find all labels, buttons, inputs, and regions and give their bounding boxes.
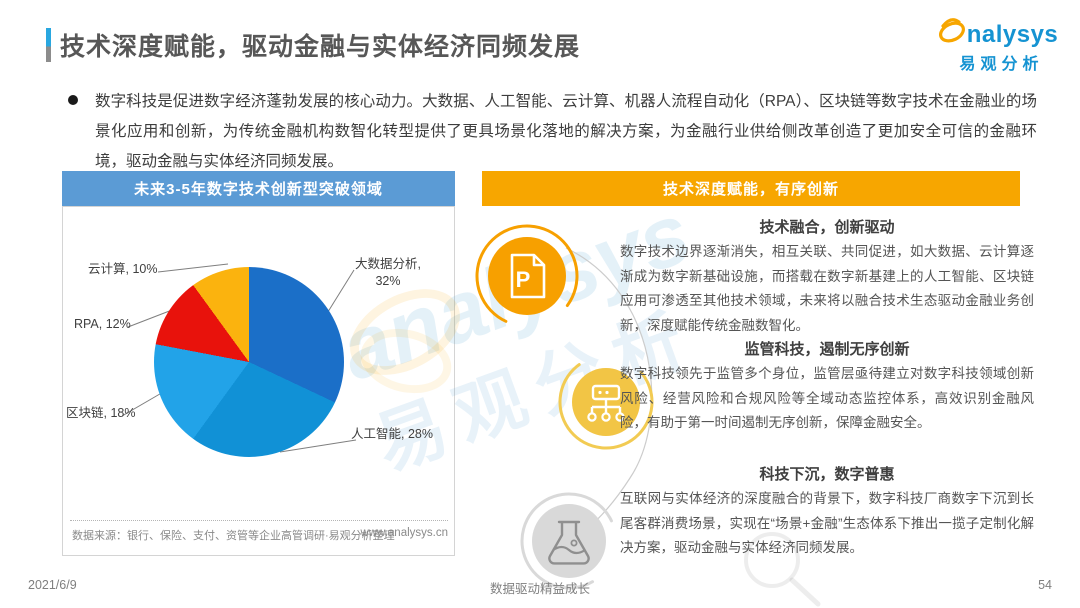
page-title: 技术深度赋能，驱动金融与实体经济同频发展 bbox=[60, 33, 581, 61]
pie-label: 人工智能, 28% bbox=[351, 427, 433, 441]
title-accent-bar bbox=[46, 28, 51, 62]
logo-brand-cn: 易观分析 bbox=[959, 56, 1044, 73]
left-section-banner: 未来3-5年数字技术创新型突破领域 bbox=[62, 171, 455, 206]
pie-label: 大数据分析, 32% bbox=[355, 257, 421, 288]
section-body: 数字科技领先于监管多个身位，监管层亟待建立对数字科技领域创新风险、经营风险和合规… bbox=[620, 366, 1034, 430]
pie-label: 云计算, 10% bbox=[88, 262, 158, 276]
pie-label: RPA, 12% bbox=[74, 317, 131, 331]
data-source-note: 数据来源：银行、保险、支付、资管等企业高管调研·易观分析整理 bbox=[72, 530, 395, 542]
section-heading: 科技下沉，数字普惠 bbox=[759, 466, 895, 483]
document-p-icon: P bbox=[470, 219, 584, 338]
svg-text:P: P bbox=[516, 267, 531, 292]
analysys-a-swirl-icon bbox=[937, 16, 967, 49]
footer-slogan: 数据驱动精益成长 bbox=[489, 582, 590, 596]
logo-brand-text: nalysys bbox=[966, 21, 1059, 48]
footer-date: 2021/6/9 bbox=[28, 578, 77, 592]
bullet-icon bbox=[68, 95, 78, 105]
source-divider bbox=[70, 520, 448, 521]
chart-panel bbox=[62, 206, 455, 556]
analysys-logo: nalysys 易观分析 bbox=[930, 16, 1065, 74]
pie-label: 区块链, 18% bbox=[66, 406, 136, 420]
section-body: 互联网与实体经济的深度融合的背景下，数字科技厂商数字下沉到长尾客群消费场景，实现… bbox=[620, 491, 1034, 555]
section-heading: 技术融合，创新驱动 bbox=[759, 219, 895, 236]
page-number: 54 bbox=[1038, 578, 1052, 592]
right-section-banner: 技术深度赋能，有序创新 bbox=[482, 171, 1020, 206]
pie-chart bbox=[154, 267, 344, 457]
website-url: www.analysys.cn bbox=[360, 527, 448, 539]
section-body: 数字技术边界逐渐消失，相互关联、共同促进，如大数据、云计算逐渐成为数字新基础设施… bbox=[620, 244, 1034, 333]
section-heading: 监管科技，遏制无序创新 bbox=[744, 341, 910, 358]
intro-paragraph: 数字科技是促进数字经济蓬勃发展的核心动力。大数据、人工智能、云计算、机器人流程自… bbox=[95, 93, 1037, 170]
